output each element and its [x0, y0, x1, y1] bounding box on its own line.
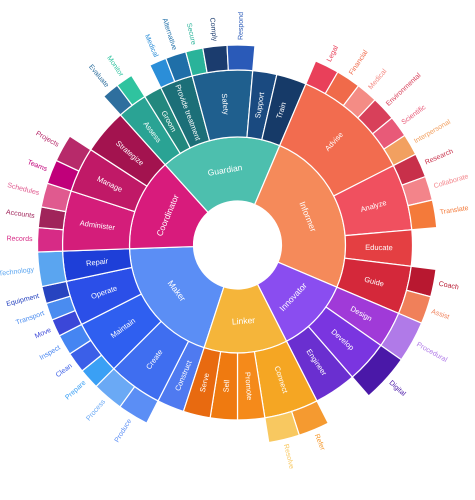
task-label-digital: Digital	[387, 380, 406, 399]
task-label-transport: Transport	[15, 310, 45, 327]
task-label-projects: Projects	[34, 130, 60, 149]
center-hole	[193, 201, 282, 289]
task-ring	[36, 44, 438, 444]
task-label-evaluate: Evaluate	[87, 64, 110, 90]
task-label-assist: Assist	[430, 308, 450, 321]
subrole-segment-serve	[182, 346, 222, 419]
task-label-medical: Medical	[143, 33, 159, 58]
task-label-medical: Medical	[368, 68, 389, 91]
task-segment-respond	[226, 44, 256, 72]
task-segment-projects	[55, 135, 92, 172]
role-label-linker: Linker	[232, 315, 256, 327]
task-segment-records	[36, 226, 64, 253]
task-segment-comply	[202, 44, 229, 74]
task-label-clean: Clean	[55, 363, 74, 379]
task-label-monitor: Monitor	[105, 55, 124, 79]
subrole-label-support: Support	[253, 91, 266, 119]
task-label-respond: Respond	[238, 12, 245, 40]
task-label-teams: Teams	[26, 159, 48, 173]
task-label-comply: Comply	[208, 17, 218, 42]
subrole-label-educate: Educate	[365, 243, 393, 252]
subrole-label-promote: Promote	[243, 372, 254, 401]
task-segment-resolve	[264, 410, 301, 444]
task-label-produce: Produce	[114, 418, 134, 444]
task-label-technology: Technology	[0, 266, 35, 277]
task-label-move: Move	[34, 327, 53, 341]
task-label-collaborate: Collaborate	[433, 173, 469, 190]
task-label-secure: Secure	[185, 22, 197, 45]
task-label-financial: Financial	[348, 49, 370, 77]
task-label-translate: Translate	[439, 205, 469, 216]
task-segment-technology	[36, 250, 68, 288]
task-label-accounts: Accounts	[5, 209, 35, 220]
task-label-procedural: Procedural	[415, 341, 448, 364]
task-label-equipment: Equipment	[6, 293, 40, 308]
task-label-interpersonal: Interpersonal	[413, 118, 452, 145]
task-label-legal: Legal	[326, 44, 340, 63]
task-label-research: Research	[424, 148, 454, 166]
task-label-refer: Refer	[313, 433, 326, 452]
task-segment-digital	[351, 344, 403, 397]
task-label-process: Process	[85, 398, 107, 422]
task-label-environmental: Environmental	[385, 72, 423, 108]
subrole-label-sell: Sell	[221, 379, 231, 393]
task-segment-translate	[407, 199, 438, 231]
task-label-scientific: Scientific	[401, 104, 428, 127]
subrole-label-serve: Serve	[198, 372, 211, 393]
subrole-label-safety: Safety	[220, 93, 231, 115]
subrole-label-repair: Repair	[86, 256, 110, 268]
task-segment-monitor	[116, 74, 146, 107]
task-label-coach: Coach	[438, 281, 459, 292]
task-label-records: Records	[6, 235, 33, 243]
task-label-resolve: Resolve	[282, 444, 295, 470]
subrole-ring	[61, 69, 414, 421]
task-label-inspect: Inspect	[39, 344, 62, 361]
task-label-prepare: Prepare	[64, 379, 87, 401]
task-label-schedules: Schedules	[6, 182, 40, 197]
role-ring	[128, 136, 347, 354]
task-label-alternative: Alternative	[161, 17, 178, 51]
